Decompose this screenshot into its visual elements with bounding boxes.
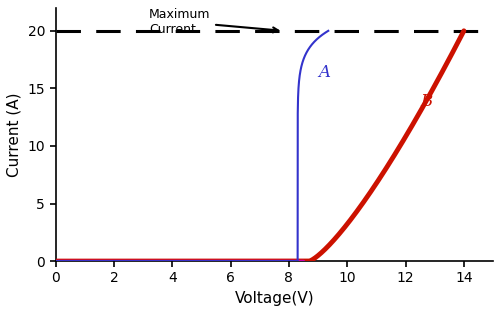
Text: B: B [420, 93, 432, 110]
Text: A: A [318, 64, 330, 81]
Text: Maximum
Current: Maximum Current [149, 8, 278, 36]
X-axis label: Voltage(V): Voltage(V) [234, 291, 314, 306]
Y-axis label: Current (A): Current (A) [7, 92, 22, 177]
